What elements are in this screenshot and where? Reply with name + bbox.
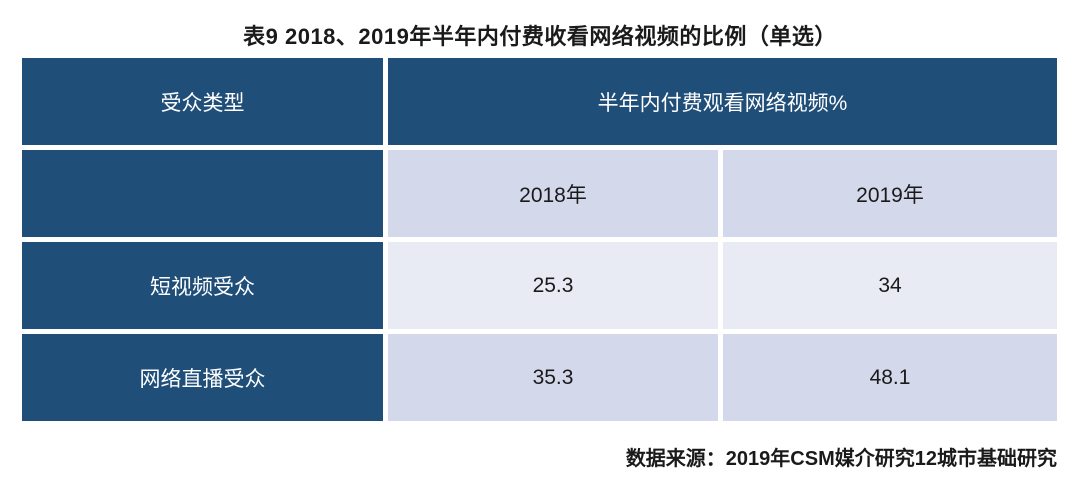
header-cell-audience-type: 受众类型	[22, 58, 383, 145]
value-short-video-2018: 25.3	[388, 242, 718, 329]
header-cell-paid-viewing-group: 半年内付费观看网络视频%	[388, 58, 1057, 145]
year-cell-2018: 2018年	[388, 150, 718, 237]
row-label-short-video: 短视频受众	[22, 242, 383, 329]
data-table: 受众类型 半年内付费观看网络视频% 2018年 2019年 短视频受众 25.3…	[22, 58, 1057, 421]
data-source-note: 数据来源：2019年CSM媒介研究12城市基础研究	[625, 448, 1057, 470]
value-short-video-2019: 34	[723, 242, 1057, 329]
value-live-streaming-2018: 35.3	[388, 334, 718, 421]
row-label-live-streaming: 网络直播受众	[22, 334, 383, 421]
year-cell-2019: 2019年	[723, 150, 1057, 237]
header-cell-empty	[22, 150, 383, 237]
table-title: 表9 2018、2019年半年内付费收看网络视频的比例（单选）	[243, 24, 837, 49]
value-live-streaming-2019: 48.1	[723, 334, 1057, 421]
